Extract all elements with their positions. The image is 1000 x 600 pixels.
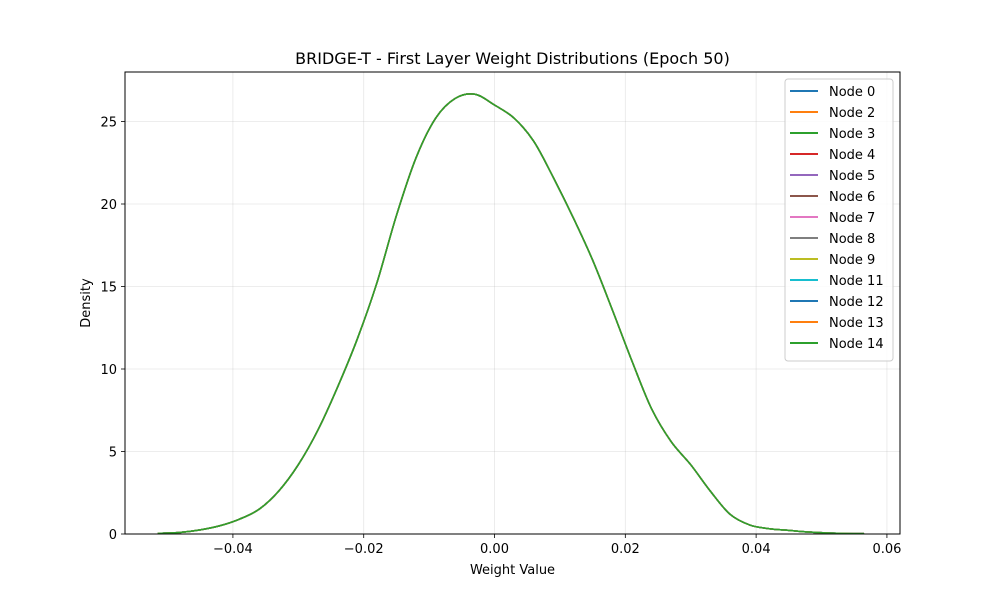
legend-label-node-0: Node 0	[829, 85, 875, 100]
series-line-node-11	[157, 93, 865, 535]
series-line-node-6	[157, 93, 865, 535]
series-line-node-8	[157, 93, 865, 535]
x-tick-label: 0.02	[611, 542, 640, 557]
y-tick-label: 5	[109, 446, 117, 461]
y-axis-ticks: 0 5 10 15 20 25	[100, 116, 125, 543]
legend-label-node-8: Node 8	[829, 232, 875, 247]
series-line-node-14	[157, 93, 865, 535]
x-tick-label: 0.00	[480, 542, 509, 557]
legend: Node 0 Node 2 Node 3 Node 4 Node 5 Node 6 Node…	[784, 78, 894, 362]
legend-label-node-9: Node 9	[829, 253, 875, 268]
series-line-node-9	[157, 93, 865, 535]
legend-label-node-13: Node 13	[829, 316, 884, 331]
x-tick-label: −0.02	[344, 542, 384, 557]
grid	[125, 72, 900, 535]
x-axis-label: Weight Value	[470, 563, 555, 578]
legend-label-node-12: Node 12	[829, 295, 884, 310]
y-tick-label: 25	[100, 116, 117, 131]
series-line-node-12	[157, 93, 865, 535]
legend-box	[784, 78, 894, 362]
legend-label-node-4: Node 4	[829, 148, 875, 163]
y-axis-label: Density	[79, 278, 94, 328]
legend-label-node-5: Node 5	[829, 169, 875, 184]
legend-label-node-6: Node 6	[829, 190, 875, 205]
series-line-node-4	[157, 93, 865, 535]
series-line-node-5	[157, 93, 865, 535]
legend-label-node-2: Node 2	[829, 106, 875, 121]
legend-label-node-14: Node 14	[829, 337, 884, 352]
series-line-node-7	[157, 93, 865, 535]
series-line-node-3	[157, 93, 865, 535]
legend-label-node-11: Node 11	[829, 274, 884, 289]
x-axis-ticks: −0.04 −0.02 0.00 0.02 0.04 0.06	[213, 534, 901, 557]
y-tick-label: 0	[109, 528, 117, 543]
y-tick-label: 15	[100, 281, 117, 296]
x-tick-label: −0.04	[213, 542, 253, 557]
series-line-node-13	[157, 93, 865, 535]
y-tick-label: 20	[100, 198, 117, 213]
x-tick-label: 0.06	[872, 542, 901, 557]
chart-title: BRIDGE-T - First Layer Weight Distributi…	[295, 49, 730, 68]
series-line-node-0	[157, 93, 865, 535]
y-tick-label: 10	[100, 363, 117, 378]
x-tick-label: 0.04	[742, 542, 771, 557]
legend-label-node-3: Node 3	[829, 127, 875, 142]
series-lines	[157, 93, 865, 535]
legend-label-node-7: Node 7	[829, 211, 875, 226]
series-line-node-2	[157, 93, 865, 535]
plot-frame	[124, 71, 901, 535]
